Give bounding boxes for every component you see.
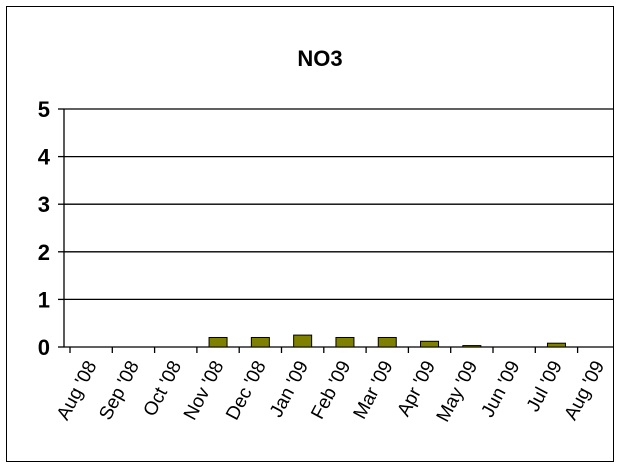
x-tick-label: Jun '09: [478, 357, 525, 420]
axes: [58, 108, 614, 353]
x-tick-label: Jan '09: [266, 357, 313, 420]
x-tick-label: Sep '08: [95, 357, 144, 423]
y-tick-label: 1: [38, 287, 50, 312]
chart-title: NO3: [297, 46, 342, 71]
x-tick-label: May '09: [433, 357, 482, 425]
x-tick-label: Mar '09: [350, 357, 398, 422]
y-tick-label: 2: [38, 240, 50, 265]
bar-11: [546, 342, 566, 348]
bar-9: [462, 345, 482, 348]
y-tick-label: 4: [38, 145, 51, 170]
chart-frame: [6, 6, 614, 462]
bar-7: [377, 336, 397, 348]
x-tick-label: Aug '09: [561, 357, 610, 423]
bar-3: [208, 336, 228, 348]
y-tick-label: 5: [38, 97, 50, 122]
bar-6: [335, 336, 355, 348]
y-tick-labels: 0 1 2 3 4 5: [38, 97, 51, 360]
bars: [208, 334, 566, 348]
gridlines: [64, 108, 614, 301]
x-tick-label: Dec '08: [222, 357, 271, 423]
bar-5: [293, 334, 313, 348]
x-tick-label: Jul '09: [523, 357, 567, 415]
x-tick-label: Oct '08: [140, 357, 187, 419]
y-tick-label: 0: [38, 335, 50, 360]
x-tick-label: Feb '09: [307, 357, 355, 422]
bar-4: [250, 336, 270, 348]
x-tick-label: Apr '09: [393, 357, 440, 419]
bar-8: [420, 340, 440, 348]
y-tick-label: 3: [38, 192, 50, 217]
